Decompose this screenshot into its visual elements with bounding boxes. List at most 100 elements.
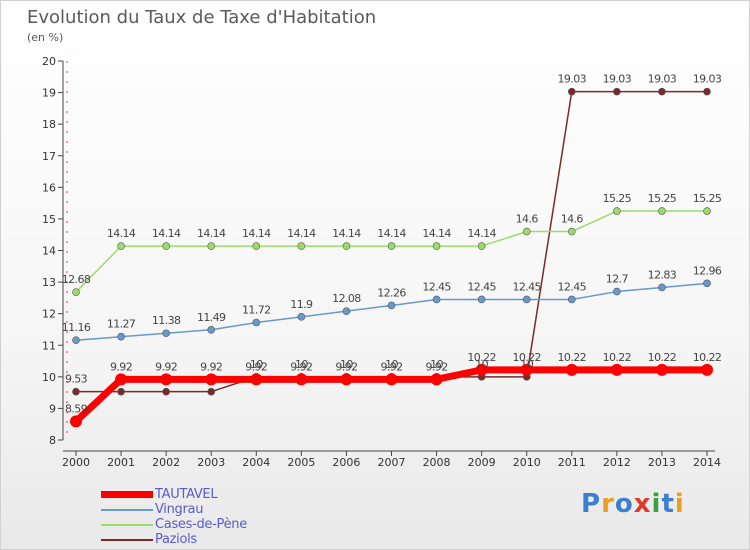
data-label: 10: [475, 358, 488, 371]
data-label: 10: [430, 358, 443, 371]
data-point: [520, 363, 533, 376]
data-label: 14.14: [377, 227, 406, 240]
x-tick-label: 2012: [603, 456, 631, 469]
data-label: 14.14: [152, 227, 181, 240]
data-label: 9.92: [110, 360, 132, 373]
data-label: 9.92: [380, 360, 402, 373]
data-point: [387, 301, 396, 310]
data-label: 12.7: [606, 273, 629, 286]
data-label: 10: [385, 358, 398, 371]
y-tick-label: 9: [49, 402, 56, 415]
data-point: [297, 242, 306, 250]
data-label: 10.22: [512, 351, 541, 364]
data-point: [72, 336, 80, 344]
data-label: 10.22: [693, 351, 722, 364]
logo-letter: x: [633, 489, 652, 519]
x-tick-label: 2007: [378, 456, 406, 469]
data-label: 14.14: [287, 227, 316, 240]
legend-item: Vingrau: [101, 502, 401, 517]
logo-letter: r: [601, 489, 615, 519]
data-point: [477, 295, 486, 304]
data-label: 14.14: [197, 227, 226, 240]
data-point: [160, 373, 173, 386]
x-tick-label: 2011: [558, 456, 586, 469]
data-point: [252, 242, 261, 250]
data-label: 11.49: [197, 311, 226, 324]
data-label: 14.6: [561, 213, 584, 226]
legend-swatch: [101, 539, 153, 541]
y-tick-label: 12: [42, 308, 56, 321]
logo-letter: o: [614, 489, 634, 519]
x-tick-label: 2008: [423, 456, 451, 469]
data-label: 9.92: [426, 360, 448, 373]
data-point: [703, 207, 711, 215]
data-point: [565, 363, 578, 376]
data-point: [162, 387, 170, 396]
data-label: 10.22: [467, 351, 496, 364]
legend-label: Cases-de-Pène: [155, 517, 247, 532]
data-point: [207, 325, 216, 334]
data-label: 12.68: [62, 273, 91, 286]
x-tick-label: 2000: [62, 456, 90, 469]
data-point: [207, 242, 216, 250]
legend-item: Paziols: [101, 532, 401, 547]
chart-unit-label: (en %): [27, 31, 64, 44]
logo-letter: t: [661, 489, 675, 519]
data-label: 14.14: [467, 227, 496, 240]
data-label: 9.92: [155, 360, 177, 373]
data-label: 10: [295, 358, 308, 371]
data-label: 19.03: [693, 73, 722, 86]
x-tick-label: 2009: [468, 456, 496, 469]
y-tick-label: 19: [42, 87, 56, 100]
data-point: [252, 318, 261, 327]
data-point: [72, 288, 80, 296]
data-point: [522, 227, 531, 236]
data-point: [567, 227, 576, 236]
y-tick-label: 17: [42, 150, 56, 163]
data-label: 12.45: [558, 280, 587, 293]
data-label: 10.22: [558, 351, 587, 364]
y-tick-label: 13: [42, 276, 56, 289]
data-label: 9.53: [65, 373, 88, 386]
data-point: [658, 87, 666, 96]
data-label: 14.14: [422, 227, 451, 240]
logo-letter: i: [674, 489, 685, 519]
legend-swatch: [101, 524, 153, 526]
data-label: 19.03: [558, 73, 587, 86]
data-point: [385, 373, 398, 386]
data-label: 15.25: [603, 192, 632, 205]
data-point: [613, 287, 621, 296]
data-label: 12.26: [377, 286, 406, 299]
data-label: 14.14: [107, 227, 136, 240]
data-point: [658, 207, 666, 215]
y-tick-label: 8: [49, 434, 56, 447]
data-point: [342, 307, 351, 315]
data-point: [387, 242, 396, 250]
x-tick-label: 2003: [197, 456, 225, 469]
legend-swatch: [101, 491, 153, 498]
data-label: 12.08: [332, 292, 361, 305]
legend-item: TAUTAVEL: [101, 487, 401, 502]
data-point: [701, 363, 713, 376]
data-point: [567, 295, 576, 304]
data-point: [477, 242, 486, 250]
logo-letter: i: [651, 489, 662, 519]
chart-legend: TAUTAVEL Vingrau Cases-de-Pène Paziols: [101, 487, 401, 547]
y-tick-label: 14: [42, 245, 56, 258]
legend-swatch: [101, 509, 153, 511]
data-point: [475, 363, 488, 376]
data-point: [613, 207, 621, 215]
data-point: [613, 87, 621, 96]
data-label: 15.25: [648, 192, 677, 205]
y-tick-label: 20: [42, 55, 56, 68]
chart-title: Evolution du Taux de Taxe d'Habitation: [27, 7, 377, 28]
data-label: 11.9: [290, 298, 313, 311]
line-chart: 8 9 10 11 12 13 14 15 16 17 18 19 20 2000 2001 2002 2003…: [42, 55, 722, 469]
data-point: [340, 373, 353, 386]
data-label: 14.14: [242, 227, 271, 240]
data-label: 10: [250, 358, 263, 371]
data-label: 11.16: [62, 321, 91, 334]
data-point: [115, 373, 128, 386]
data-label: 10.22: [603, 351, 632, 364]
y-tick-label: 15: [42, 213, 56, 226]
